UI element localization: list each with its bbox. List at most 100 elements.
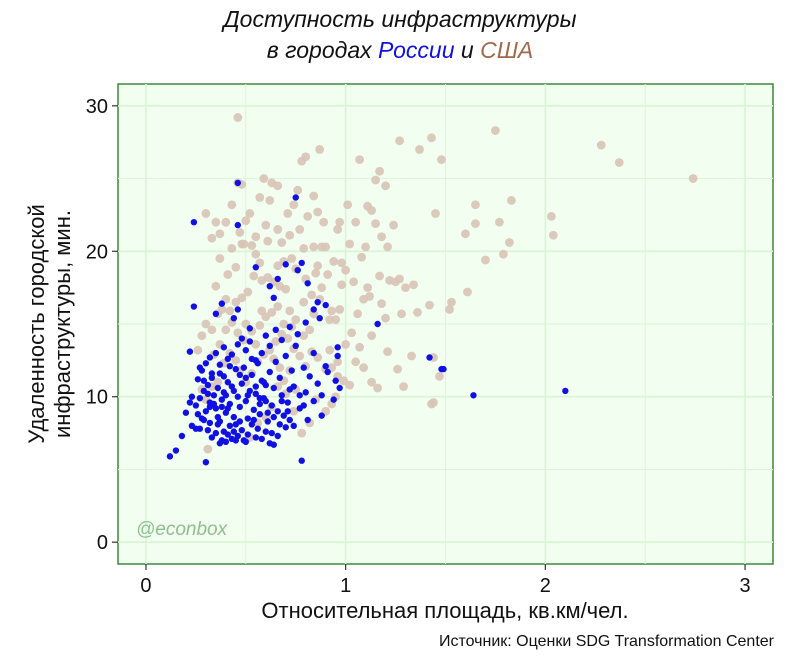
point-usa bbox=[429, 398, 438, 407]
point-russia bbox=[234, 393, 242, 400]
point-usa bbox=[349, 277, 359, 287]
point-russia bbox=[322, 362, 329, 370]
point-usa bbox=[413, 307, 422, 317]
point-usa bbox=[201, 319, 211, 329]
point-usa bbox=[395, 136, 404, 146]
point-russia bbox=[302, 389, 309, 396]
point-usa bbox=[287, 254, 297, 263]
source-note: Источник: Оценки SDG Transformation Cent… bbox=[438, 633, 774, 650]
point-russia bbox=[216, 361, 224, 368]
chart-title-line2: в городах России и США bbox=[0, 37, 800, 64]
y-axis-title-line1: Удаленность городской bbox=[24, 204, 49, 444]
point-russia bbox=[296, 392, 303, 399]
point-russia bbox=[190, 303, 198, 310]
point-usa bbox=[345, 239, 355, 249]
point-russia bbox=[194, 376, 202, 383]
point-russia bbox=[258, 435, 265, 443]
point-usa bbox=[337, 280, 347, 290]
point-russia bbox=[244, 392, 252, 399]
point-russia bbox=[204, 390, 212, 398]
point-russia bbox=[274, 408, 281, 415]
point-usa bbox=[273, 181, 283, 191]
point-usa bbox=[317, 283, 327, 293]
point-russia bbox=[374, 320, 381, 328]
point-russia bbox=[236, 371, 244, 379]
point-russia bbox=[270, 441, 277, 448]
point-usa bbox=[311, 268, 321, 278]
point-usa bbox=[447, 297, 456, 307]
point-russia bbox=[218, 396, 226, 403]
point-usa bbox=[297, 428, 307, 438]
point-russia bbox=[298, 259, 305, 267]
point-russia bbox=[230, 413, 238, 421]
point-usa bbox=[295, 225, 305, 234]
point-usa bbox=[375, 271, 385, 281]
point-usa bbox=[267, 307, 277, 317]
point-russia bbox=[310, 349, 317, 357]
point-usa bbox=[259, 174, 269, 183]
point-usa bbox=[499, 249, 508, 259]
grid-lines bbox=[118, 84, 773, 564]
point-russia bbox=[188, 393, 196, 400]
point-usa bbox=[367, 331, 377, 341]
point-russia bbox=[426, 354, 433, 361]
point-russia bbox=[282, 261, 289, 268]
point-usa bbox=[265, 195, 275, 205]
point-usa bbox=[353, 309, 363, 319]
point-usa bbox=[285, 306, 295, 316]
point-usa bbox=[491, 126, 500, 135]
point-russia bbox=[314, 380, 321, 387]
point-russia bbox=[244, 415, 252, 422]
point-russia bbox=[272, 326, 279, 334]
point-usa bbox=[347, 328, 357, 338]
point-russia bbox=[440, 365, 447, 373]
point-russia bbox=[272, 358, 279, 366]
point-russia bbox=[252, 434, 259, 441]
point-russia bbox=[172, 447, 180, 454]
point-russia bbox=[244, 431, 252, 438]
point-usa bbox=[399, 382, 408, 391]
point-russia bbox=[264, 409, 271, 416]
y-tick-label: 30 bbox=[86, 96, 108, 118]
point-russia bbox=[230, 428, 238, 435]
point-russia bbox=[268, 429, 275, 437]
point-usa bbox=[548, 230, 558, 240]
point-usa bbox=[215, 254, 225, 263]
point-usa bbox=[233, 113, 243, 122]
point-russia bbox=[304, 280, 311, 287]
point-russia bbox=[206, 354, 214, 361]
point-usa bbox=[249, 271, 259, 281]
point-russia bbox=[288, 367, 295, 374]
point-russia bbox=[230, 387, 238, 395]
point-russia bbox=[318, 412, 325, 419]
point-russia bbox=[220, 344, 228, 351]
x-tick-label: 1 bbox=[340, 575, 351, 597]
point-usa bbox=[596, 140, 606, 150]
point-usa bbox=[363, 283, 373, 293]
point-usa bbox=[389, 220, 398, 230]
point-russia bbox=[212, 310, 220, 318]
point-usa bbox=[359, 363, 369, 373]
series-russia bbox=[166, 179, 569, 466]
point-usa bbox=[231, 262, 241, 272]
point-russia bbox=[290, 383, 297, 390]
point-russia bbox=[278, 336, 285, 344]
point-usa bbox=[305, 325, 315, 335]
point-usa bbox=[211, 217, 221, 227]
point-russia bbox=[306, 373, 313, 380]
point-usa bbox=[335, 305, 345, 314]
point-russia bbox=[276, 374, 283, 382]
series-usa bbox=[193, 113, 698, 454]
point-usa bbox=[383, 347, 392, 357]
point-russia bbox=[290, 422, 297, 430]
point-usa bbox=[461, 229, 470, 239]
point-usa bbox=[325, 345, 335, 355]
point-russia bbox=[266, 282, 273, 290]
point-russia bbox=[210, 392, 218, 399]
point-russia bbox=[252, 390, 259, 398]
point-russia bbox=[190, 218, 198, 226]
point-russia bbox=[202, 360, 210, 367]
point-usa bbox=[299, 243, 309, 253]
point-usa bbox=[333, 225, 343, 234]
